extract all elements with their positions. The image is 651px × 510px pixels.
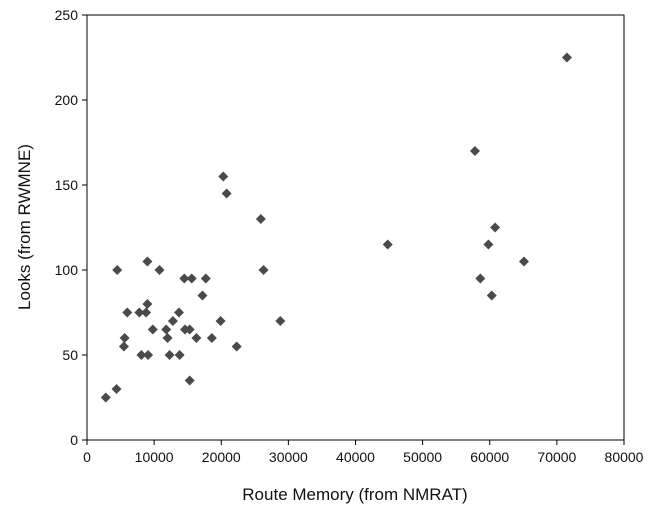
x-tick-label: 50000 bbox=[403, 449, 442, 465]
data-point bbox=[218, 171, 229, 182]
data-point bbox=[197, 290, 208, 301]
data-point bbox=[136, 350, 147, 360]
data-point bbox=[382, 239, 393, 250]
data-point bbox=[561, 52, 572, 63]
data-point bbox=[475, 273, 486, 284]
data-point bbox=[221, 188, 232, 199]
data-point bbox=[118, 341, 129, 352]
data-point bbox=[142, 299, 153, 309]
data-point bbox=[258, 265, 269, 275]
data-point bbox=[173, 307, 184, 318]
x-tick-label: 80000 bbox=[605, 449, 644, 465]
y-tick-label: 100 bbox=[55, 262, 79, 278]
y-tick-label: 200 bbox=[55, 92, 79, 108]
data-point bbox=[112, 265, 123, 275]
x-tick-label: 20000 bbox=[202, 449, 241, 465]
data-point bbox=[119, 333, 130, 343]
data-point bbox=[122, 307, 133, 318]
x-tick-label: 10000 bbox=[135, 449, 174, 465]
data-point bbox=[186, 273, 197, 284]
x-tick-label: 40000 bbox=[336, 449, 375, 465]
plot-frame bbox=[86, 14, 625, 441]
y-tick-label: 250 bbox=[55, 7, 79, 23]
x-tick-label: 0 bbox=[83, 449, 91, 465]
data-point bbox=[111, 384, 122, 394]
data-point bbox=[255, 214, 266, 224]
data-point bbox=[162, 333, 173, 343]
x-tick-label: 70000 bbox=[537, 449, 576, 465]
x-axis-ticks: 0 10000 20000 30000 40000 50000 60000 70000 8000… bbox=[83, 440, 644, 465]
x-tick-label: 60000 bbox=[470, 449, 509, 465]
y-axis-title: Looks (from RWMNE) bbox=[15, 144, 34, 310]
data-point bbox=[184, 375, 195, 386]
y-axis-ticks: 0 50 100 150 200 250 bbox=[55, 7, 87, 448]
data-point bbox=[200, 273, 211, 284]
data-point bbox=[143, 350, 154, 360]
data-point bbox=[141, 307, 152, 318]
data-point bbox=[486, 290, 497, 301]
data-point bbox=[191, 333, 202, 343]
data-point bbox=[206, 333, 217, 343]
data-point bbox=[275, 316, 286, 326]
data-point bbox=[469, 146, 480, 156]
data-point bbox=[154, 265, 165, 275]
data-point bbox=[215, 316, 226, 326]
x-axis-title: Route Memory (from NMRAT) bbox=[242, 485, 467, 504]
data-point bbox=[161, 324, 172, 335]
data-point bbox=[174, 350, 185, 360]
data-point bbox=[490, 222, 501, 233]
data-point bbox=[483, 239, 494, 250]
data-point bbox=[164, 350, 175, 360]
plot-area bbox=[86, 14, 625, 441]
data-point bbox=[147, 324, 158, 335]
data-points bbox=[100, 52, 572, 403]
data-point bbox=[184, 324, 195, 335]
data-point bbox=[518, 256, 529, 267]
data-point bbox=[179, 273, 190, 284]
data-point bbox=[100, 392, 111, 403]
data-point bbox=[142, 256, 153, 267]
x-tick-label: 30000 bbox=[269, 449, 308, 465]
y-tick-label: 150 bbox=[55, 177, 79, 193]
y-tick-label: 50 bbox=[62, 347, 78, 363]
y-tick-label: 0 bbox=[70, 432, 78, 448]
data-point bbox=[134, 307, 145, 318]
data-point bbox=[231, 341, 242, 352]
data-point bbox=[167, 316, 178, 326]
